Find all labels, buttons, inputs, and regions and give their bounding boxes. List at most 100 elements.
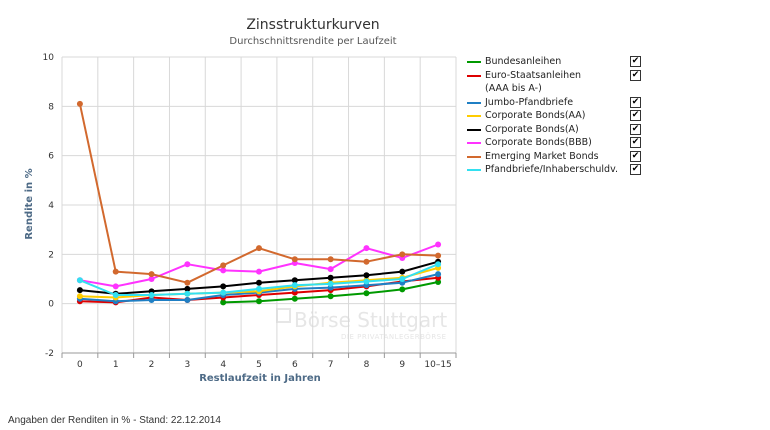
legend-item[interactable]: Pfandbriefe/Inhaberschuldv. ✔ <box>467 163 647 177</box>
series-0 <box>220 278 442 306</box>
legend-checkbox[interactable]: ✔ <box>630 56 641 67</box>
x-tick-label: 0 <box>77 360 83 370</box>
data-point[interactable] <box>184 296 191 303</box>
data-point[interactable] <box>327 293 334 300</box>
legend-checkbox[interactable]: ✔ <box>630 137 641 148</box>
data-point[interactable] <box>76 287 83 294</box>
data-point[interactable] <box>148 292 155 299</box>
legend-checkbox[interactable]: ✔ <box>630 164 641 175</box>
legend-checkbox[interactable]: ✔ <box>630 123 641 135</box>
data-point[interactable] <box>256 268 262 275</box>
legend-label: Corporate Bonds(BBB) <box>485 137 592 148</box>
legend-item[interactable]: Emerging Market Bonds ✔ <box>467 150 647 164</box>
data-point[interactable] <box>435 252 442 259</box>
data-point[interactable] <box>363 290 370 297</box>
data-point[interactable] <box>148 276 155 282</box>
data-point[interactable] <box>291 295 298 302</box>
y-axis-title: Rendite in % <box>24 168 35 239</box>
data-point[interactable] <box>76 277 83 284</box>
data-point[interactable] <box>435 261 442 268</box>
data-point[interactable] <box>327 274 334 281</box>
data-point[interactable] <box>256 285 262 292</box>
data-point[interactable] <box>112 292 119 299</box>
chart-title: Zinsstrukturkurven <box>246 17 379 33</box>
data-point[interactable] <box>256 298 262 305</box>
legend-swatch <box>467 74 481 77</box>
data-point[interactable] <box>184 261 191 268</box>
x-tick-label: 4 <box>220 360 226 370</box>
data-point[interactable] <box>220 299 227 306</box>
data-point[interactable] <box>220 267 227 274</box>
data-point[interactable] <box>184 285 191 292</box>
data-point[interactable] <box>399 251 406 258</box>
legend-swatch <box>467 169 481 171</box>
data-point[interactable] <box>76 293 83 300</box>
data-point[interactable] <box>363 258 370 265</box>
x-tick-label: 1 <box>113 360 119 370</box>
legend-label: Corporate Bonds(A) <box>485 123 579 135</box>
legend-checkbox[interactable]: ✔ <box>630 150 641 162</box>
x-tick-label: 7 <box>328 360 334 370</box>
data-point[interactable] <box>363 272 370 279</box>
footer-note: Angaben der Renditen in % - Stand: 22.12… <box>8 415 221 426</box>
data-point[interactable] <box>291 282 298 289</box>
y-tick-label: 0 <box>48 300 54 310</box>
data-point[interactable] <box>220 283 227 290</box>
data-point[interactable] <box>112 268 119 275</box>
legend-item[interactable]: Corporate Bonds(A) ✔ <box>467 123 647 137</box>
legend-checkbox[interactable]: ✔ <box>630 110 641 121</box>
x-tick-label: 5 <box>256 360 262 370</box>
data-point[interactable] <box>327 266 334 273</box>
legend-label: Jumbo-Pfandbriefe <box>485 96 574 108</box>
legend-item[interactable]: Jumbo-Pfandbriefe ✔ <box>467 96 647 110</box>
x-axis-ticks: 0 1 2 3 4 5 6 7 8 9 10–15 <box>77 360 452 370</box>
data-point[interactable] <box>327 280 334 287</box>
data-point[interactable] <box>327 256 334 263</box>
legend-item[interactable]: Corporate Bonds(BBB) ✔ <box>467 136 647 150</box>
data-point[interactable] <box>220 289 227 296</box>
x-tick-label: 6 <box>292 360 298 370</box>
data-point[interactable] <box>363 245 370 252</box>
grid <box>61 56 457 358</box>
data-point[interactable] <box>148 271 155 278</box>
legend-label: Emerging Market Bonds <box>485 150 599 162</box>
series-7 <box>76 261 442 299</box>
legend-label: Bundesanleihen <box>485 56 562 67</box>
legend-label: Corporate Bonds(AA) <box>485 110 586 121</box>
data-point[interactable] <box>435 278 442 285</box>
data-point[interactable] <box>399 268 406 275</box>
data-point[interactable] <box>112 283 119 290</box>
data-point[interactable] <box>256 245 262 252</box>
watermark-icon <box>276 308 291 323</box>
data-point[interactable] <box>363 278 370 285</box>
data-point[interactable] <box>184 279 191 286</box>
legend-label: Euro-Staatsanleihen (AAA bis A-) <box>485 69 582 94</box>
data-point[interactable] <box>291 277 298 284</box>
data-point[interactable] <box>76 100 83 107</box>
legend-item[interactable]: Corporate Bonds(AA) ✔ <box>467 109 647 123</box>
data-point[interactable] <box>291 256 298 263</box>
legend-swatch <box>467 142 481 144</box>
x-axis-title: Restlaufzeit in Jahren <box>199 373 321 384</box>
y-tick-label: 2 <box>48 250 54 260</box>
series-lines <box>76 100 442 306</box>
legend-item[interactable]: Euro-Staatsanleihen (AAA bis A-) ✔ <box>467 69 647 96</box>
data-point[interactable] <box>435 271 442 278</box>
data-point[interactable] <box>220 262 227 269</box>
data-point[interactable] <box>399 276 406 282</box>
watermark-tagline: DIE PRIVATANLEGERBÖRSE <box>341 332 447 341</box>
data-point[interactable] <box>184 290 191 297</box>
data-point[interactable] <box>435 241 442 248</box>
data-point[interactable] <box>256 279 262 286</box>
y-tick-label: 6 <box>48 152 54 162</box>
x-tick-label: 3 <box>184 360 190 370</box>
data-point[interactable] <box>148 296 155 303</box>
legend-label: Pfandbriefe/Inhaberschuldv. <box>485 164 618 175</box>
legend-checkbox[interactable]: ✔ <box>630 96 641 108</box>
data-point[interactable] <box>399 286 406 293</box>
legend-swatch <box>467 101 481 104</box>
x-tick-label: 10–15 <box>424 360 451 370</box>
legend-checkbox[interactable]: ✔ <box>630 69 641 81</box>
legend-item[interactable]: Bundesanleihen ✔ <box>467 55 647 69</box>
